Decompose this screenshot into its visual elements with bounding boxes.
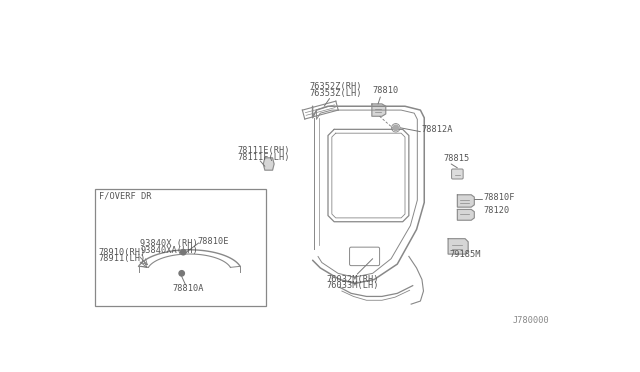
Text: 93840X (RH): 93840X (RH): [140, 239, 198, 248]
Polygon shape: [458, 209, 474, 220]
Text: F/OVERF DR: F/OVERF DR: [99, 191, 151, 200]
Text: 76032M(RH): 76032M(RH): [326, 275, 379, 284]
Polygon shape: [458, 195, 474, 207]
Text: 93840XA(LH): 93840XA(LH): [140, 246, 198, 255]
Text: 79185M: 79185M: [450, 250, 481, 259]
Circle shape: [179, 271, 184, 276]
Text: 78810: 78810: [372, 86, 399, 95]
Circle shape: [180, 250, 186, 255]
Circle shape: [393, 125, 399, 131]
Polygon shape: [448, 239, 468, 254]
Polygon shape: [372, 104, 386, 116]
Text: 76033M(LH): 76033M(LH): [326, 281, 379, 290]
Text: 78810A: 78810A: [172, 284, 204, 293]
Text: 78911(LH): 78911(LH): [99, 254, 146, 263]
Text: 76353Z(LH): 76353Z(LH): [310, 89, 362, 97]
Text: 78910(RH): 78910(RH): [99, 248, 146, 257]
Text: J780000: J780000: [513, 316, 550, 325]
Text: 78812A: 78812A: [421, 125, 452, 134]
Text: 78120: 78120: [484, 206, 510, 215]
Text: 78810E: 78810E: [197, 237, 228, 246]
FancyBboxPatch shape: [452, 169, 463, 179]
Text: 78810F: 78810F: [484, 193, 515, 202]
Text: 78111F(LH): 78111F(LH): [237, 153, 290, 161]
Text: 76352Z(RH): 76352Z(RH): [310, 83, 362, 92]
Text: 78815: 78815: [444, 154, 470, 163]
Text: 78111E(RH): 78111E(RH): [237, 147, 290, 155]
Polygon shape: [263, 158, 274, 170]
Bar: [95, 189, 266, 307]
